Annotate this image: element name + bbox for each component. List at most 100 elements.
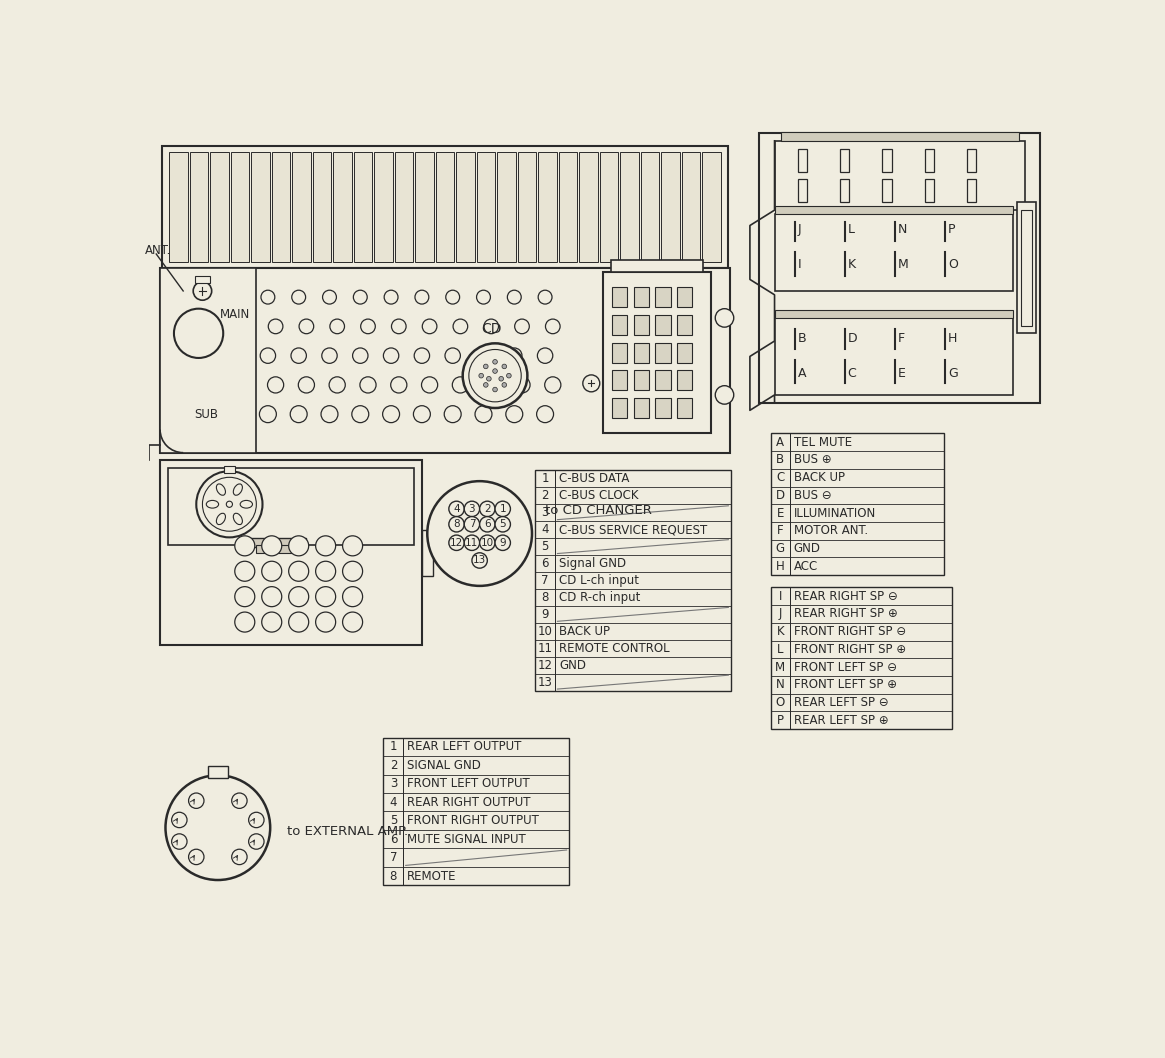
Bar <box>677 398 692 418</box>
Text: 6: 6 <box>542 558 549 570</box>
Bar <box>190 152 209 261</box>
Circle shape <box>248 834 264 850</box>
Circle shape <box>464 516 480 532</box>
Text: FRONT RIGHT SP ⊖: FRONT RIGHT SP ⊖ <box>793 625 906 638</box>
Bar <box>882 179 891 202</box>
Text: 3: 3 <box>390 778 397 790</box>
Circle shape <box>235 586 255 606</box>
Circle shape <box>260 405 276 422</box>
Circle shape <box>493 360 497 364</box>
Bar <box>354 152 372 261</box>
Circle shape <box>289 561 309 581</box>
Text: 8: 8 <box>390 870 397 882</box>
Ellipse shape <box>233 484 242 495</box>
Circle shape <box>463 344 528 408</box>
Circle shape <box>383 348 398 363</box>
Bar <box>383 737 569 886</box>
Text: I: I <box>778 589 782 603</box>
Circle shape <box>323 290 337 304</box>
Circle shape <box>537 405 553 422</box>
Circle shape <box>262 613 282 632</box>
Circle shape <box>391 320 407 333</box>
Circle shape <box>502 383 507 387</box>
Text: FRONT LEFT SP ⊕: FRONT LEFT SP ⊕ <box>793 678 897 691</box>
Circle shape <box>360 377 376 393</box>
Text: 6: 6 <box>483 519 490 529</box>
Text: 12: 12 <box>537 659 552 672</box>
Bar <box>538 152 557 261</box>
Text: to CD CHANGER: to CD CHANGER <box>545 504 652 517</box>
Text: P: P <box>948 223 955 236</box>
Circle shape <box>472 552 487 568</box>
Bar <box>840 148 849 171</box>
Text: C-BUS SERVICE REQUEST: C-BUS SERVICE REQUEST <box>559 523 707 536</box>
Circle shape <box>235 535 255 555</box>
Circle shape <box>480 501 495 516</box>
Text: REAR LEFT SP ⊖: REAR LEFT SP ⊖ <box>793 696 889 709</box>
Circle shape <box>414 405 430 422</box>
Text: C: C <box>776 471 784 485</box>
Circle shape <box>189 850 204 864</box>
Circle shape <box>289 613 309 632</box>
Bar <box>374 152 393 261</box>
Bar <box>612 315 628 335</box>
Circle shape <box>329 377 345 393</box>
Text: SUB: SUB <box>195 408 219 421</box>
Text: 11: 11 <box>537 642 552 655</box>
Circle shape <box>196 471 262 537</box>
Circle shape <box>428 481 532 586</box>
Text: F: F <box>777 525 784 537</box>
Circle shape <box>538 290 552 304</box>
Circle shape <box>289 535 309 555</box>
Circle shape <box>291 348 306 363</box>
Text: J: J <box>778 607 782 620</box>
Circle shape <box>449 535 464 550</box>
Bar <box>476 152 495 261</box>
Text: 13: 13 <box>473 555 486 565</box>
Circle shape <box>322 405 338 422</box>
Text: G: G <box>948 367 958 380</box>
Text: CD L-ch input: CD L-ch input <box>559 574 638 587</box>
Text: 10: 10 <box>538 625 552 638</box>
Text: ANT.: ANT. <box>144 244 171 257</box>
Text: D: D <box>848 332 857 345</box>
Bar <box>655 398 671 418</box>
Circle shape <box>483 383 488 387</box>
Text: BACK UP: BACK UP <box>559 625 610 638</box>
Circle shape <box>475 348 492 363</box>
Circle shape <box>453 320 467 333</box>
Circle shape <box>464 535 480 550</box>
Text: CD: CD <box>481 323 501 336</box>
Bar <box>245 539 306 547</box>
Circle shape <box>171 834 188 850</box>
Circle shape <box>260 348 276 363</box>
Bar <box>775 310 1014 317</box>
Circle shape <box>262 535 282 555</box>
Circle shape <box>171 813 188 827</box>
Text: M: M <box>775 660 785 674</box>
Circle shape <box>261 290 275 304</box>
Bar <box>612 287 628 307</box>
Bar <box>457 152 474 261</box>
Bar <box>602 272 711 434</box>
Bar <box>775 141 1025 211</box>
Text: GND: GND <box>559 659 586 672</box>
Bar <box>925 179 934 202</box>
Bar <box>655 370 671 390</box>
Text: A: A <box>798 367 806 380</box>
Circle shape <box>316 535 336 555</box>
Bar <box>160 460 422 645</box>
Text: 8: 8 <box>542 591 549 604</box>
Bar <box>207 766 228 779</box>
Text: C: C <box>848 367 856 380</box>
Bar <box>162 146 728 268</box>
Text: TEL MUTE: TEL MUTE <box>793 436 852 449</box>
Text: MUTE SIGNAL INPUT: MUTE SIGNAL INPUT <box>408 833 527 845</box>
Circle shape <box>499 377 503 381</box>
Circle shape <box>715 309 734 327</box>
Circle shape <box>382 405 400 422</box>
Bar <box>252 152 269 261</box>
Bar <box>160 268 256 453</box>
Circle shape <box>353 348 368 363</box>
Text: H: H <box>776 560 785 572</box>
